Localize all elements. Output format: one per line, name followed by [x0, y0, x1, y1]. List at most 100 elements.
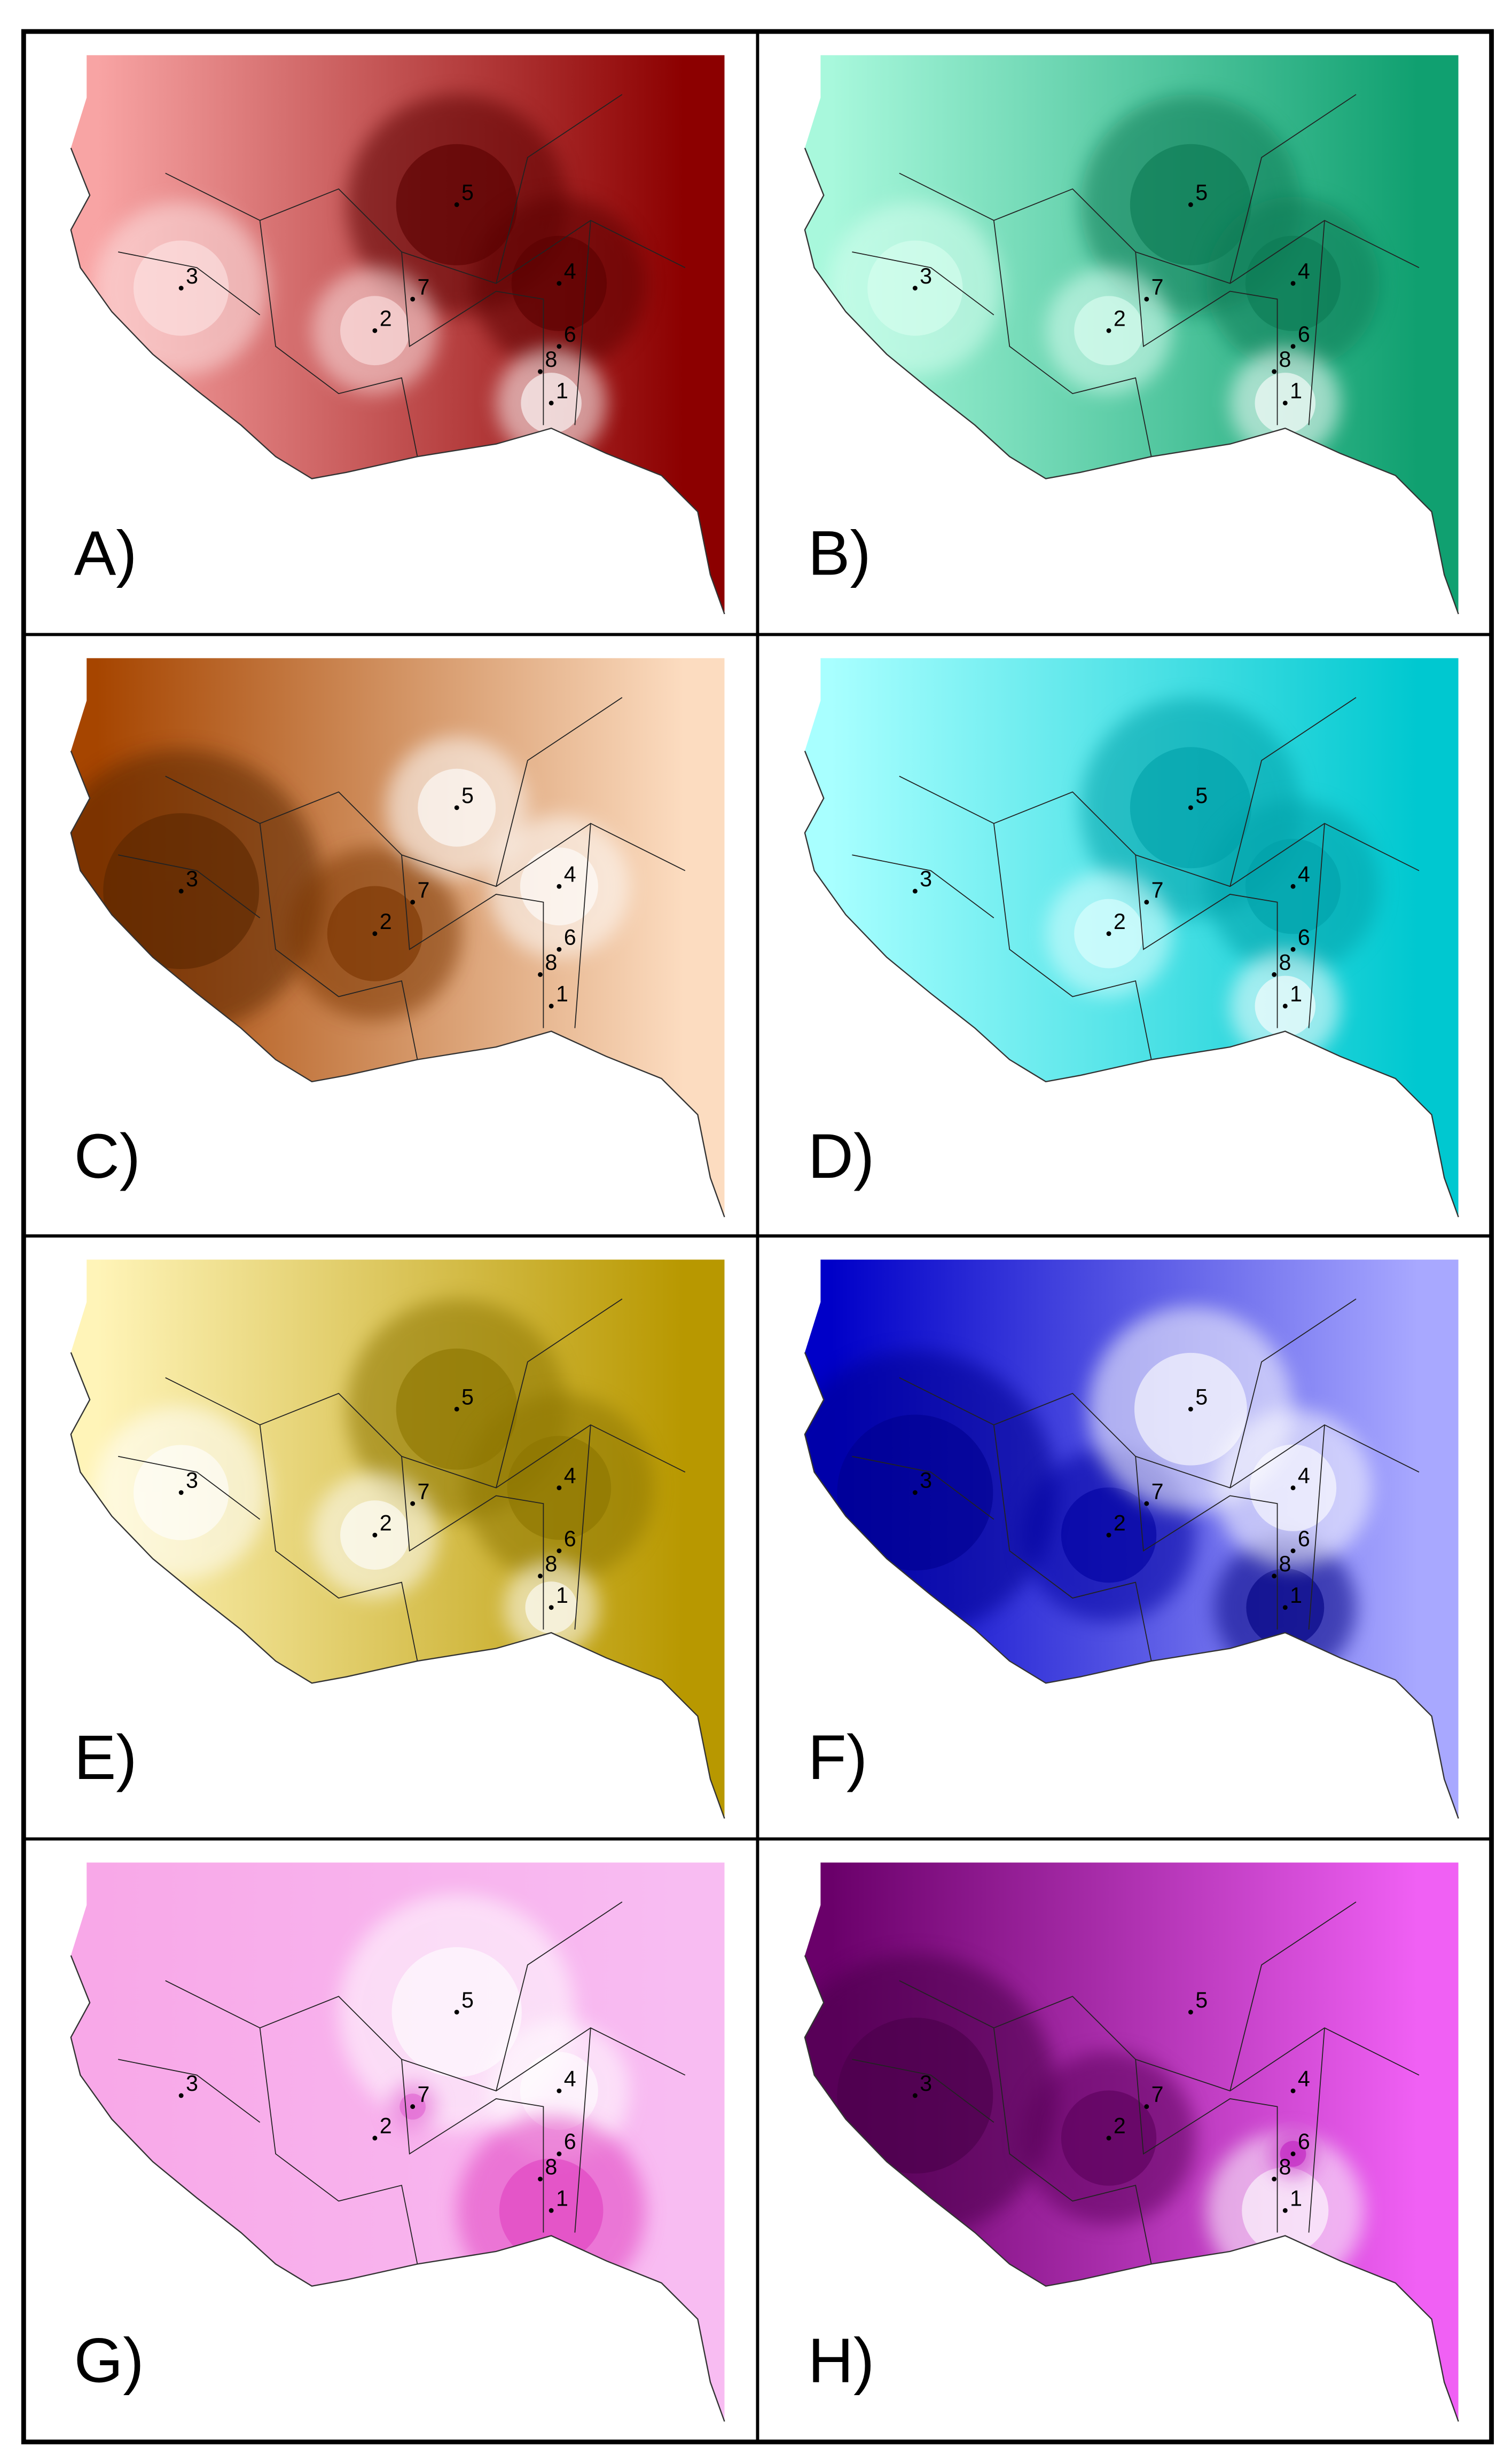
- site-label: 2: [380, 909, 392, 934]
- coastline: [70, 147, 725, 615]
- site-dot: [410, 2104, 416, 2109]
- panel-label: C): [74, 1121, 140, 1191]
- site-label: 5: [461, 783, 474, 808]
- border: [993, 2028, 1152, 2264]
- map-panel: 1 2 3 4 5 6 7 8 C): [70, 658, 725, 1217]
- site-dot: [454, 805, 459, 810]
- site-label: 3: [186, 867, 198, 891]
- site-dot: [538, 1573, 543, 1579]
- site-dot: [912, 888, 918, 894]
- border: [993, 823, 1152, 1060]
- site-label: 1: [1290, 981, 1302, 1006]
- site-dot: [1272, 972, 1277, 977]
- site-dot: [1188, 202, 1193, 207]
- site-label: 1: [556, 981, 568, 1006]
- site-label: 5: [1195, 1988, 1208, 2012]
- site-label: 4: [1298, 1463, 1310, 1488]
- site-label: 4: [564, 259, 576, 284]
- site-dot: [1106, 328, 1111, 333]
- site-label: 4: [1298, 862, 1310, 886]
- site-dot: [557, 344, 562, 349]
- site-label: 1: [556, 379, 568, 403]
- site-dot: [410, 900, 416, 905]
- site-label: 8: [545, 1552, 557, 1576]
- site-dot: [1106, 2136, 1111, 2141]
- site-dot: [549, 400, 554, 406]
- site-dot: [549, 2208, 554, 2213]
- site-label: 1: [556, 1583, 568, 1608]
- site-dot: [1290, 2088, 1296, 2093]
- site-dot: [1290, 344, 1296, 349]
- border: [118, 854, 261, 918]
- site-label: 3: [186, 264, 198, 288]
- site-dot: [1290, 2151, 1296, 2156]
- site-dot: [1282, 400, 1288, 406]
- site-label: 7: [1151, 274, 1164, 299]
- site-label: 7: [1151, 2082, 1164, 2107]
- site-label: 3: [920, 867, 932, 891]
- border: [852, 854, 994, 918]
- border: [401, 855, 544, 1028]
- border: [118, 1455, 261, 1520]
- site-dot: [1290, 1485, 1296, 1491]
- site-label: 7: [417, 274, 429, 299]
- site-label: 6: [1298, 1526, 1310, 1551]
- site-label: 7: [1151, 1479, 1164, 1503]
- panel-label: E): [74, 1722, 137, 1792]
- site-dot: [538, 972, 543, 977]
- map-panel: 1 2 3 4 5 6 7 8 B): [804, 55, 1459, 615]
- site-label: 5: [1195, 1384, 1208, 1409]
- site-dot: [372, 1532, 378, 1538]
- site-dot: [454, 2010, 459, 2015]
- site-dot: [549, 1605, 554, 1610]
- site-label: 3: [920, 264, 932, 288]
- coastline: [70, 1955, 725, 2422]
- site-label: 2: [1114, 909, 1126, 934]
- border: [1135, 2059, 1278, 2233]
- border: [496, 94, 623, 284]
- site-label: 4: [1298, 259, 1310, 284]
- site-label: 6: [1298, 2129, 1310, 2154]
- site-label: 6: [1298, 925, 1310, 949]
- map-panel: 1 2 3 4 5 6 7 8 A): [70, 55, 725, 615]
- border: [1229, 94, 1357, 284]
- site-dot: [178, 286, 184, 291]
- site-label: 7: [417, 1479, 429, 1503]
- site-label: 6: [564, 2129, 576, 2154]
- border: [496, 1298, 623, 1488]
- site-dot: [1272, 1573, 1277, 1579]
- border: [259, 1424, 418, 1662]
- site-dot: [549, 1003, 554, 1009]
- border: [993, 1424, 1152, 1662]
- site-label: 4: [564, 862, 576, 886]
- site-label: 3: [920, 1468, 932, 1493]
- map-panel: 1 2 3 4 5 6 7 8 E): [70, 1259, 725, 1819]
- border: [118, 251, 261, 316]
- site-label: 2: [1114, 2114, 1126, 2138]
- site-dot: [1290, 947, 1296, 952]
- border: [1135, 855, 1278, 1028]
- site-dot: [557, 1485, 562, 1491]
- site-dot: [372, 328, 378, 333]
- panel-label: A): [74, 517, 137, 588]
- site-label: 2: [380, 306, 392, 330]
- site-label: 1: [556, 2186, 568, 2210]
- site-dot: [1282, 1605, 1288, 1610]
- site-label: 8: [545, 347, 557, 372]
- site-label: 4: [564, 2066, 576, 2091]
- border: [1308, 1424, 1325, 1630]
- site-label: 5: [1195, 783, 1208, 808]
- site-label: 8: [545, 950, 557, 975]
- site-dot: [912, 286, 918, 291]
- site-dot: [178, 2093, 184, 2098]
- site-dot: [912, 1490, 918, 1495]
- border: [401, 2059, 544, 2233]
- site-label: 5: [461, 1384, 474, 1409]
- site-label: 3: [186, 1468, 198, 1493]
- site-dot: [1290, 884, 1296, 889]
- site-label: 1: [1290, 1583, 1302, 1608]
- site-label: 4: [1298, 2066, 1310, 2091]
- border: [574, 220, 591, 426]
- coastline: [804, 147, 1459, 615]
- border: [401, 1456, 544, 1630]
